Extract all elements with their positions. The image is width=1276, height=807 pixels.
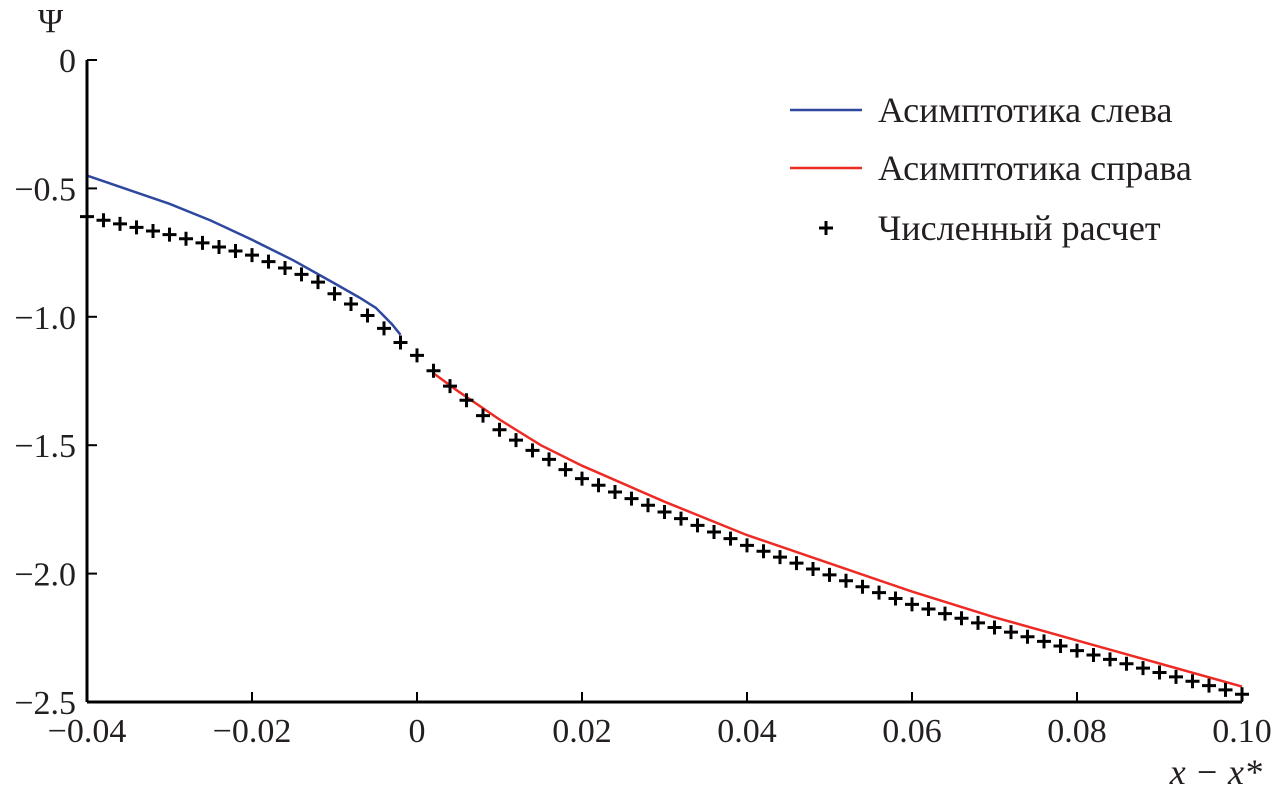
series-line-0 bbox=[86, 174, 402, 336]
data-point bbox=[96, 213, 111, 228]
data-point bbox=[1086, 648, 1101, 663]
data-point bbox=[575, 471, 589, 486]
data-point bbox=[822, 567, 837, 582]
data-point bbox=[1037, 634, 1051, 649]
data-point bbox=[1020, 629, 1035, 644]
data-point bbox=[344, 296, 358, 311]
data-point bbox=[1202, 678, 1216, 693]
data-point bbox=[690, 518, 705, 533]
data-point bbox=[1218, 682, 1233, 697]
y-tick-label: −2.0 bbox=[14, 557, 76, 594]
data-point bbox=[641, 498, 655, 513]
data-point bbox=[410, 348, 424, 363]
legend: Асимптотика слева Асимптотика справа Числе… bbox=[790, 90, 1192, 248]
x-tick-label: 0.08 bbox=[1047, 713, 1107, 750]
data-point bbox=[327, 286, 342, 301]
axes bbox=[85, 60, 1242, 704]
data-point bbox=[146, 224, 160, 239]
data-point bbox=[773, 550, 787, 565]
data-point bbox=[476, 408, 490, 423]
data-point bbox=[278, 261, 292, 276]
x-tick-label: 0 bbox=[409, 713, 426, 750]
data-point bbox=[921, 602, 936, 617]
data-point bbox=[162, 227, 177, 242]
data-point bbox=[938, 606, 952, 621]
data-point bbox=[971, 615, 985, 630]
series-line-1 bbox=[432, 372, 1243, 688]
data-point bbox=[872, 585, 886, 600]
data-point bbox=[459, 393, 474, 408]
data-point bbox=[1103, 652, 1117, 667]
data-point bbox=[624, 491, 639, 506]
data-point bbox=[492, 422, 507, 437]
data-point bbox=[1119, 656, 1134, 671]
data-point bbox=[740, 538, 754, 553]
legend-marker bbox=[819, 221, 833, 235]
data-point bbox=[954, 611, 969, 626]
data-point bbox=[393, 335, 408, 350]
data-point bbox=[426, 363, 441, 378]
data-point bbox=[839, 573, 853, 588]
data-point bbox=[987, 620, 1002, 635]
data-point bbox=[608, 484, 622, 499]
y-tick-label: 0 bbox=[59, 43, 76, 80]
data-point bbox=[1169, 669, 1183, 684]
data-point bbox=[888, 591, 903, 606]
data-point bbox=[806, 561, 820, 576]
data-point bbox=[377, 321, 391, 336]
data-point bbox=[905, 597, 919, 612]
legend-label: Численный расчет bbox=[878, 208, 1161, 248]
data-point bbox=[228, 244, 243, 259]
y-tick-label: −1.0 bbox=[14, 300, 76, 337]
data-point bbox=[245, 248, 259, 263]
y-tick-label: −0.5 bbox=[14, 171, 76, 208]
y-axis-label: Ψ bbox=[38, 3, 63, 40]
data-point bbox=[657, 504, 672, 519]
x-tick-label: 0.04 bbox=[717, 713, 777, 750]
x-tick-label: 0.10 bbox=[1212, 713, 1272, 750]
data-point bbox=[723, 531, 738, 546]
data-point bbox=[311, 275, 325, 290]
data-point bbox=[1070, 643, 1084, 658]
data-point bbox=[756, 544, 771, 559]
data-point bbox=[212, 239, 226, 254]
data-point bbox=[1185, 674, 1200, 689]
data-point bbox=[1152, 665, 1167, 680]
x-tick-label: 0.06 bbox=[882, 713, 942, 750]
data-point bbox=[525, 443, 540, 458]
x-tick-label: −0.02 bbox=[213, 713, 292, 750]
plot-lines bbox=[80, 174, 1249, 702]
y-tick-label: −2.5 bbox=[14, 685, 76, 722]
x-tick-label: −0.04 bbox=[48, 713, 127, 750]
data-point bbox=[1053, 639, 1068, 654]
legend-label: Асимптотика слева bbox=[878, 90, 1173, 130]
data-point bbox=[591, 478, 606, 493]
data-point bbox=[261, 254, 276, 269]
data-point bbox=[789, 556, 804, 571]
data-point bbox=[294, 267, 309, 282]
x-axis-label: x − x* bbox=[1169, 752, 1262, 792]
data-point bbox=[113, 216, 127, 231]
data-point bbox=[674, 511, 688, 526]
data-point bbox=[855, 579, 870, 594]
data-point bbox=[1004, 625, 1018, 640]
data-point bbox=[360, 308, 375, 323]
ticks: −0.04 −0.02 0 0.02 0.04 0.06 0.08 0.10 0 −0.5 −1.0… bbox=[14, 43, 1271, 750]
legend-label: Асимптотика справа bbox=[878, 148, 1192, 188]
data-point bbox=[509, 433, 523, 448]
data-point bbox=[195, 235, 210, 250]
data-point bbox=[443, 379, 457, 394]
data-point bbox=[707, 524, 721, 539]
data-point bbox=[129, 220, 144, 235]
data-point bbox=[558, 462, 573, 477]
y-tick-label: −1.5 bbox=[14, 428, 76, 465]
data-point bbox=[542, 452, 556, 467]
data-point bbox=[1136, 661, 1150, 676]
data-point bbox=[179, 231, 193, 246]
x-tick-label: 0.02 bbox=[552, 713, 612, 750]
